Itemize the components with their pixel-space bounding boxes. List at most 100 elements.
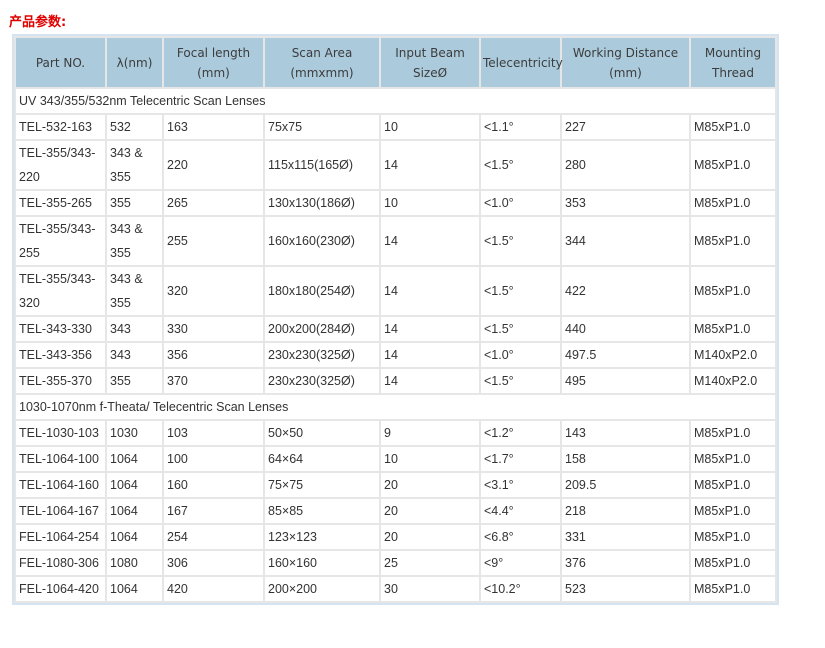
table-row: FEL-1064-420 1064 420 200×200 30 <10.2° 523 M85… xyxy=(16,577,775,601)
table-row: TEL-355/343-220 343 & 355 220 115x115(165Ø)… xyxy=(16,141,775,189)
table-cell: 1064 xyxy=(107,447,162,471)
section-row: 1030-1070nm f-Theata/ Telecentric Scan L… xyxy=(16,395,775,419)
column-header: Input Beam SizeØ xyxy=(381,38,479,87)
table-cell: M85xP1.0 xyxy=(691,217,775,265)
column-header: Working Distance (mm) xyxy=(562,38,689,87)
table-cell: 356 xyxy=(164,343,263,367)
table-cell: 376 xyxy=(562,551,689,575)
table-cell: 9 xyxy=(381,421,479,445)
table-cell: 20 xyxy=(381,525,479,549)
table-cell: M85xP1.0 xyxy=(691,447,775,471)
table-row: TEL-343-356 343 356 230x230(325Ø) 14 <1.0° 497… xyxy=(16,343,775,367)
table-row: TEL-355/343-255 343 & 355 255 160x160(230Ø)… xyxy=(16,217,775,265)
table-cell: 265 xyxy=(164,191,263,215)
table-cell: M85xP1.0 xyxy=(691,421,775,445)
table-cell: 255 xyxy=(164,217,263,265)
table-row: TEL-343-330 343 330 200x200(284Ø) 14 <1.5° 440… xyxy=(16,317,775,341)
table-cell: M85xP1.0 xyxy=(691,317,775,341)
table-cell: 160 xyxy=(164,473,263,497)
table-cell: 1064 xyxy=(107,473,162,497)
table-cell: 200x200(284Ø) xyxy=(265,317,379,341)
table-cell: 158 xyxy=(562,447,689,471)
table-cell: <3.1° xyxy=(481,473,560,497)
table-cell: 1080 xyxy=(107,551,162,575)
column-header: Mounting Thread xyxy=(691,38,775,87)
table-cell: 497.5 xyxy=(562,343,689,367)
table-cell: 532 xyxy=(107,115,162,139)
table-cell: M85xP1.0 xyxy=(691,141,775,189)
table-cell: 320 xyxy=(164,267,263,315)
section-title: UV 343/355/532nm Telecentric Scan Lenses xyxy=(16,89,775,113)
table-cell: 523 xyxy=(562,577,689,601)
table-cell: 14 xyxy=(381,343,479,367)
table-cell: 254 xyxy=(164,525,263,549)
table-cell: 20 xyxy=(381,499,479,523)
table-cell: 355 xyxy=(107,369,162,393)
table-cell: TEL-1064-100 xyxy=(16,447,105,471)
product-parameters-table: Part NO. λ(nm) Focal length (mm) Scan Area … xyxy=(12,34,779,605)
table-cell: 130x130(186Ø) xyxy=(265,191,379,215)
table-cell: 370 xyxy=(164,369,263,393)
table-cell: M85xP1.0 xyxy=(691,191,775,215)
table-cell: 1064 xyxy=(107,525,162,549)
table-cell: TEL-343-330 xyxy=(16,317,105,341)
table-cell: <1.1° xyxy=(481,115,560,139)
column-header: Focal length (mm) xyxy=(164,38,263,87)
table-cell: <1.5° xyxy=(481,317,560,341)
table-cell: 100 xyxy=(164,447,263,471)
table-cell: 343 xyxy=(107,343,162,367)
table-cell: 355 xyxy=(107,191,162,215)
table-cell: 115x115(165Ø) xyxy=(265,141,379,189)
table-cell: 123×123 xyxy=(265,525,379,549)
table-row: TEL-355/343-320 343 & 355 320 180x180(254Ø)… xyxy=(16,267,775,315)
table-cell: 343 & 355 xyxy=(107,267,162,315)
table-cell: 103 xyxy=(164,421,263,445)
table-cell: 180x180(254Ø) xyxy=(265,267,379,315)
table-cell: 25 xyxy=(381,551,479,575)
table-cell: TEL-355-370 xyxy=(16,369,105,393)
table-cell: 1064 xyxy=(107,577,162,601)
table-cell: 200×200 xyxy=(265,577,379,601)
table-cell: M140xP2.0 xyxy=(691,343,775,367)
table-cell: 1030 xyxy=(107,421,162,445)
table-cell: 14 xyxy=(381,141,479,189)
table-cell: FEL-1080-306 xyxy=(16,551,105,575)
table-cell: 495 xyxy=(562,369,689,393)
table-cell: 422 xyxy=(562,267,689,315)
table-cell: 14 xyxy=(381,217,479,265)
table-cell: <1.5° xyxy=(481,217,560,265)
table-cell: TEL-355-265 xyxy=(16,191,105,215)
table-cell: FEL-1064-254 xyxy=(16,525,105,549)
table-cell: 227 xyxy=(562,115,689,139)
table-row: TEL-1064-100 1064 100 64×64 10 <1.7° 158 M85xP1… xyxy=(16,447,775,471)
table-cell: 343 & 355 xyxy=(107,141,162,189)
table-row: TEL-1064-160 1064 160 75×75 20 <3.1° 209.5 M85x… xyxy=(16,473,775,497)
table-row: TEL-532-163 532 163 75x75 10 <1.1° 227 M85xP1.0 xyxy=(16,115,775,139)
table-cell: <1.7° xyxy=(481,447,560,471)
table-cell: 1064 xyxy=(107,499,162,523)
table-cell: <1.2° xyxy=(481,421,560,445)
table-cell: TEL-355/343-320 xyxy=(16,267,105,315)
table-row: TEL-1030-103 1030 103 50×50 9 <1.2° 143 M85xP1.… xyxy=(16,421,775,445)
table-cell: 420 xyxy=(164,577,263,601)
table-cell: 10 xyxy=(381,115,479,139)
column-header: Scan Area (mmxmm) xyxy=(265,38,379,87)
table-cell: 353 xyxy=(562,191,689,215)
table-cell: 75×75 xyxy=(265,473,379,497)
table-cell: 163 xyxy=(164,115,263,139)
table-cell: 209.5 xyxy=(562,473,689,497)
section-row: UV 343/355/532nm Telecentric Scan Lenses xyxy=(16,89,775,113)
table-cell: 167 xyxy=(164,499,263,523)
table-cell: M85xP1.0 xyxy=(691,499,775,523)
table-cell: TEL-1030-103 xyxy=(16,421,105,445)
table-cell: M85xP1.0 xyxy=(691,525,775,549)
table-cell: <9° xyxy=(481,551,560,575)
table-cell: 230x230(325Ø) xyxy=(265,369,379,393)
table-cell: <1.5° xyxy=(481,141,560,189)
table-cell: TEL-1064-167 xyxy=(16,499,105,523)
table-cell: 10 xyxy=(381,191,479,215)
table-row: FEL-1064-254 1064 254 123×123 20 <6.8° 331 M85x… xyxy=(16,525,775,549)
table-cell: 30 xyxy=(381,577,479,601)
header-row: Part NO. λ(nm) Focal length (mm) Scan Area … xyxy=(16,38,775,87)
column-header: Part NO. xyxy=(16,38,105,87)
